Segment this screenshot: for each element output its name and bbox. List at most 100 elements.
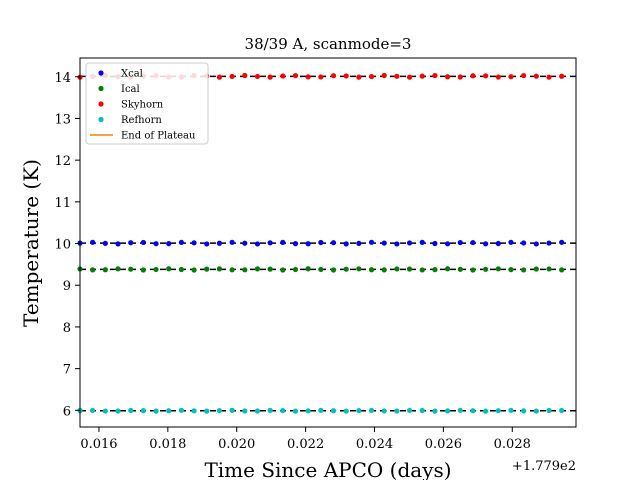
point-skyhorn <box>292 73 299 79</box>
x-tick-label: 0.026 <box>425 437 462 452</box>
point-skyhorn <box>419 73 425 79</box>
legend-label: Refhorn <box>121 115 162 126</box>
point-xcal <box>178 239 185 246</box>
point-skyhorn <box>356 74 362 80</box>
point-refhorn <box>533 408 539 414</box>
point-refhorn <box>102 408 108 414</box>
point-skyhorn <box>483 73 489 79</box>
legend-marker <box>98 101 104 107</box>
point-skyhorn <box>216 74 223 80</box>
point-skyhorn <box>559 73 565 79</box>
y-tick-label: 9 <box>63 279 71 294</box>
point-xcal <box>292 241 299 247</box>
x-ticks: 0.016 0.018 0.020 0.022 0.024 0.026 0.028 <box>80 427 531 452</box>
point-ical <box>102 267 108 273</box>
point-ical <box>343 266 349 272</box>
point-refhorn <box>115 408 121 414</box>
point-xcal <box>495 240 501 247</box>
legend-label: End of Plateau <box>121 131 196 142</box>
point-ical <box>521 267 527 273</box>
y-tick-label: 8 <box>63 321 71 336</box>
point-ical <box>546 266 552 272</box>
point-refhorn <box>216 407 223 414</box>
point-skyhorn <box>267 74 273 80</box>
point-refhorn <box>559 407 565 414</box>
y-tick-label: 10 <box>54 238 71 253</box>
point-ical <box>533 266 539 272</box>
point-skyhorn <box>406 74 413 80</box>
point-refhorn <box>394 408 400 414</box>
point-skyhorn <box>381 72 387 79</box>
point-refhorn <box>381 408 387 414</box>
x-tick-label: 0.022 <box>287 437 324 452</box>
point-xcal <box>483 241 489 247</box>
point-ical <box>381 267 387 273</box>
point-xcal <box>533 241 539 247</box>
point-xcal <box>546 240 552 246</box>
point-skyhorn <box>280 73 286 79</box>
point-skyhorn <box>521 72 527 79</box>
point-refhorn <box>280 407 286 414</box>
y-tick-label: 11 <box>54 196 71 211</box>
point-xcal <box>508 239 514 245</box>
chart-title: 38/39 A, scanmode=3 <box>245 35 412 53</box>
point-ical <box>229 267 235 273</box>
point-refhorn <box>166 408 172 414</box>
point-refhorn <box>318 407 324 413</box>
point-skyhorn <box>495 74 501 80</box>
point-ical <box>419 267 425 273</box>
point-xcal <box>216 240 223 246</box>
point-skyhorn <box>508 74 514 80</box>
point-xcal <box>356 240 362 246</box>
point-ical <box>90 267 96 273</box>
point-ical <box>394 266 400 272</box>
point-xcal <box>318 239 324 246</box>
point-refhorn <box>483 408 489 414</box>
point-xcal <box>457 239 463 246</box>
point-refhorn <box>368 407 375 413</box>
point-skyhorn <box>457 74 463 80</box>
point-ical <box>406 266 413 272</box>
x-tick-label: 0.018 <box>149 437 186 452</box>
x-axis-label: Time Since APCO (days) <box>204 458 451 480</box>
point-ical <box>216 266 223 272</box>
y-tick-label: 7 <box>63 363 71 378</box>
point-xcal <box>419 239 425 245</box>
point-skyhorn <box>533 73 539 79</box>
point-refhorn <box>267 407 273 413</box>
point-ical <box>432 267 438 273</box>
point-refhorn <box>508 407 514 413</box>
point-skyhorn <box>444 74 451 80</box>
point-skyhorn <box>229 73 235 80</box>
legend-label: Xcal <box>121 69 143 80</box>
point-xcal <box>343 241 349 247</box>
legend-label: Skyhorn <box>121 100 164 111</box>
point-refhorn <box>191 408 197 414</box>
point-ical <box>495 266 501 272</box>
point-ical <box>280 267 286 273</box>
point-skyhorn <box>368 73 375 80</box>
legend-marker <box>98 85 104 92</box>
point-xcal <box>267 240 273 246</box>
legend-marker <box>98 70 104 76</box>
x-tick-label: 0.028 <box>494 437 531 452</box>
point-xcal <box>153 241 159 247</box>
x-tick-label: 0.024 <box>356 437 393 452</box>
point-ical <box>178 266 185 273</box>
point-refhorn <box>178 407 185 413</box>
point-refhorn <box>305 408 311 414</box>
point-refhorn <box>242 408 248 414</box>
point-refhorn <box>90 407 96 414</box>
point-xcal <box>305 241 311 247</box>
legend: Xcal Ical Skyhorn Refhorn End of Plateau <box>85 62 209 145</box>
point-xcal <box>128 240 134 246</box>
point-refhorn <box>495 408 501 414</box>
y-tick-label: 14 <box>54 71 71 86</box>
point-refhorn <box>406 407 413 414</box>
point-ical <box>191 267 197 273</box>
point-xcal <box>242 240 248 246</box>
point-refhorn <box>229 407 235 413</box>
point-refhorn <box>343 408 349 414</box>
point-ical <box>368 267 375 273</box>
